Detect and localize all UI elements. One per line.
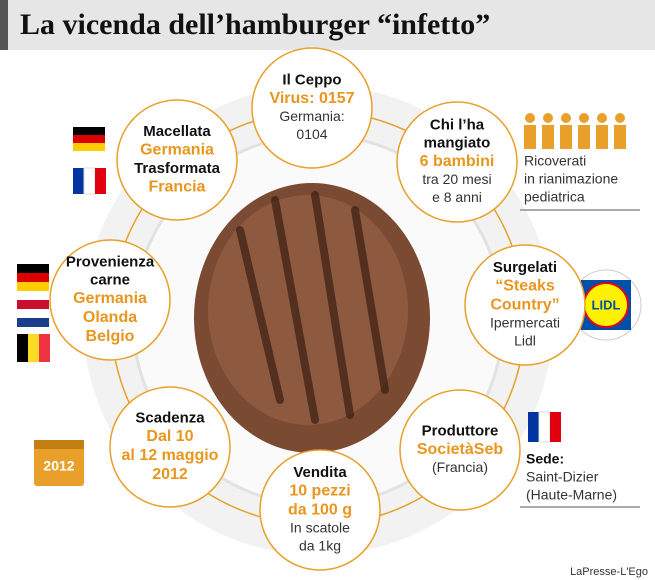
node-highlight: Dal 10 — [146, 428, 193, 445]
node-highlight: SocietàSeb — [417, 441, 503, 458]
node-text: Germania: — [279, 108, 344, 124]
node-label: Trasformata — [134, 160, 221, 177]
calendar-year: 2012 — [43, 458, 74, 474]
flag-belgium — [17, 334, 50, 362]
node-text: 0104 — [296, 126, 327, 142]
node-text: Lidl — [514, 333, 536, 349]
node-label: Surgelati — [493, 259, 557, 276]
title-bar — [0, 0, 655, 50]
node-highlight: Francia — [149, 179, 206, 196]
flag-france-2 — [528, 411, 561, 443]
node-highlight: Virus: 0157 — [269, 90, 354, 107]
node-circle — [49, 239, 171, 361]
node-highlight: Germania — [140, 142, 214, 159]
seat-label: Sede: — [526, 451, 564, 467]
node-circle — [109, 386, 231, 508]
node-circle — [259, 449, 381, 571]
side-notes: Ricoverati in rianimazione pediatrica Sede:… — [524, 153, 618, 503]
node-text: tra 20 mesi — [422, 171, 491, 187]
title-accent — [0, 0, 8, 50]
node-label: Produttore — [422, 422, 499, 439]
calendar — [34, 440, 84, 486]
node-text: da 1kg — [299, 538, 341, 554]
patty-top — [208, 195, 408, 425]
node-label: Il Ceppo — [282, 71, 341, 88]
node-text: e 8 anni — [432, 189, 482, 205]
node-highlight: Olanda — [83, 309, 137, 326]
credit: LaPresse-L'Ego — [570, 566, 648, 578]
node-highlight: Germania — [73, 290, 147, 307]
patients-note: in rianimazione — [524, 171, 618, 187]
node-label: Vendita — [293, 464, 347, 481]
node-highlight: al 12 maggio — [122, 447, 219, 464]
calendar-top — [34, 440, 84, 449]
flag-germany-1 — [73, 127, 105, 151]
node-highlight: 2012 — [152, 466, 188, 483]
flag-germany-2 — [17, 264, 49, 291]
title: La vicenda dell’hamburger “infetto” — [20, 8, 490, 41]
node-label: carne — [90, 271, 130, 288]
node-label: Chi l’ha — [430, 116, 485, 133]
node-label: Macellata — [143, 123, 211, 140]
node-circle — [251, 47, 373, 169]
node-circle — [464, 244, 586, 366]
node-text: Ipermercati — [490, 315, 560, 331]
node-highlight: 6 bambini — [420, 153, 495, 170]
flag-france-1 — [73, 167, 106, 195]
patients-note: pediatrica — [524, 189, 585, 205]
node-label: mangiato — [424, 134, 491, 151]
logo-text: LIDL — [592, 297, 621, 312]
flag-netherlands — [17, 300, 49, 327]
node-label: Provenienza — [66, 253, 155, 270]
node-highlight: da 100 g — [288, 502, 352, 519]
patients-note: Ricoverati — [524, 153, 586, 169]
node-text: (Francia) — [432, 459, 488, 475]
grill-marks — [236, 191, 389, 424]
seat-text: (Haute-Marne) — [526, 487, 617, 503]
node-highlight: Belgio — [86, 328, 135, 345]
node-highlight: “Steaks — [495, 278, 555, 295]
node-circle — [396, 101, 518, 223]
people-icons — [524, 113, 626, 149]
node-circle — [399, 389, 521, 511]
node-circle — [116, 99, 238, 221]
node-highlight: Country” — [490, 297, 559, 314]
seat-text: Saint-Dizier — [526, 469, 599, 485]
node-highlight: 10 pezzi — [289, 483, 350, 500]
node-text: In scatole — [290, 520, 350, 536]
node-label: Scadenza — [135, 409, 205, 426]
